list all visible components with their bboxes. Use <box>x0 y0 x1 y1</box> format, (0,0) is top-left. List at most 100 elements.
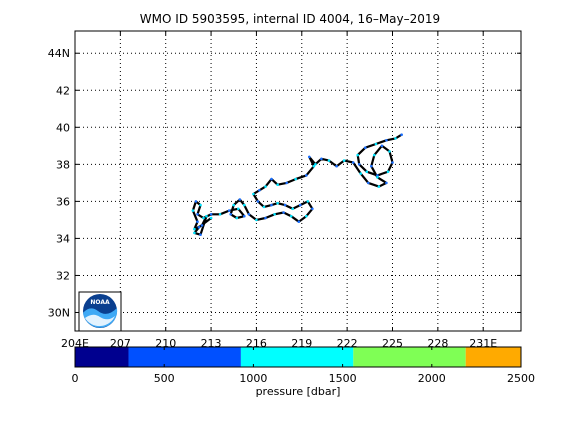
pressure-colorbar: 0 500 1000 1500 2000 2500 pressure [dbar] <box>72 346 535 398</box>
data-point <box>264 185 267 188</box>
data-point <box>273 213 276 216</box>
data-point <box>283 203 287 207</box>
data-point <box>276 183 279 186</box>
data-point <box>374 142 378 146</box>
data-point <box>357 163 361 166</box>
float-trajectory <box>191 133 403 236</box>
data-point <box>196 213 199 216</box>
colorbar-tick-label: 1000 <box>239 372 267 385</box>
noaa-logo: NOAA <box>78 291 122 332</box>
plot-frame <box>74 30 522 332</box>
data-point <box>367 181 370 185</box>
data-point <box>294 177 298 181</box>
data-point <box>388 150 391 153</box>
data-point <box>285 181 289 185</box>
data-point <box>365 170 369 173</box>
data-point <box>196 220 199 223</box>
data-point <box>282 211 285 214</box>
data-point <box>380 144 384 148</box>
data-point <box>342 159 346 162</box>
data-point <box>247 213 251 216</box>
colorbar-tick-label: 0 <box>72 372 79 385</box>
data-point <box>256 200 260 203</box>
data-point <box>205 214 208 218</box>
data-point <box>262 205 266 209</box>
data-point <box>308 155 311 159</box>
y-tick-label: 36 <box>56 195 70 208</box>
data-point <box>197 226 201 229</box>
data-point <box>386 170 390 173</box>
data-point <box>373 153 376 157</box>
data-point <box>297 220 301 223</box>
data-point <box>218 213 222 216</box>
data-point <box>276 201 279 205</box>
data-point <box>227 209 231 212</box>
data-point <box>376 176 379 179</box>
data-point <box>356 153 360 157</box>
data-point <box>199 233 202 236</box>
colorbar-tick-label: 2500 <box>507 372 535 385</box>
data-point <box>194 200 198 203</box>
data-point <box>305 214 308 218</box>
data-point <box>200 224 204 227</box>
data-point <box>306 200 310 203</box>
data-point <box>209 213 213 216</box>
colorbar-bin <box>353 347 466 367</box>
data-point <box>385 139 388 142</box>
data-point <box>305 174 308 177</box>
data-point <box>191 209 195 212</box>
data-point <box>255 218 258 222</box>
data-point <box>229 213 232 216</box>
data-point <box>199 203 202 207</box>
data-point <box>320 157 323 161</box>
colorbar-tick-label: 500 <box>154 372 175 385</box>
data-point <box>377 185 381 188</box>
data-point <box>232 203 235 207</box>
data-point <box>391 161 394 164</box>
data-point <box>258 189 261 192</box>
data-point <box>335 164 338 168</box>
data-point <box>314 163 317 166</box>
data-point <box>327 159 331 162</box>
data-point <box>311 207 314 211</box>
data-point <box>291 207 295 211</box>
y-tick-label: 40 <box>56 121 70 134</box>
colorbar-bin <box>128 347 241 367</box>
data-point <box>237 207 240 211</box>
data-point <box>193 227 196 231</box>
data-point <box>270 177 273 181</box>
data-point <box>235 216 239 220</box>
y-tick-label: 38 <box>56 158 70 171</box>
colorbar-tick-label: 1500 <box>329 372 357 385</box>
data-point <box>289 214 293 218</box>
colorbar-tick-label: 2000 <box>418 372 446 385</box>
data-point <box>359 172 363 175</box>
data-point <box>243 203 246 207</box>
data-point <box>312 164 316 168</box>
y-tick-label: 42 <box>56 84 70 97</box>
colorbar-bin <box>240 347 354 367</box>
data-point <box>193 231 196 235</box>
colorbar-bin <box>465 347 521 367</box>
data-point <box>264 216 267 220</box>
data-point <box>299 203 302 207</box>
data-point <box>202 216 205 220</box>
data-point <box>243 214 246 218</box>
y-tick-label: 30N <box>48 306 70 319</box>
svg-text:NOAA: NOAA <box>90 299 110 306</box>
data-point <box>394 137 397 140</box>
colorbar-label: pressure [dbar] <box>256 385 341 398</box>
data-point <box>364 146 367 149</box>
y-tick-label: 32 <box>56 269 70 282</box>
data-point <box>351 161 355 164</box>
data-point <box>209 216 213 220</box>
data-point <box>400 133 403 136</box>
data-point <box>238 198 242 201</box>
colorbar-bin <box>75 347 129 367</box>
data-point <box>270 203 273 207</box>
y-tick-label: 34 <box>56 232 70 245</box>
data-point <box>376 174 379 177</box>
data-point <box>370 164 373 168</box>
data-point <box>252 192 255 196</box>
